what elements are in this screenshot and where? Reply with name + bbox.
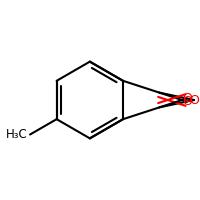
Text: O: O xyxy=(182,95,192,108)
Text: H₃C: H₃C xyxy=(6,128,28,141)
Text: O: O xyxy=(182,92,192,105)
Text: O: O xyxy=(189,94,199,107)
